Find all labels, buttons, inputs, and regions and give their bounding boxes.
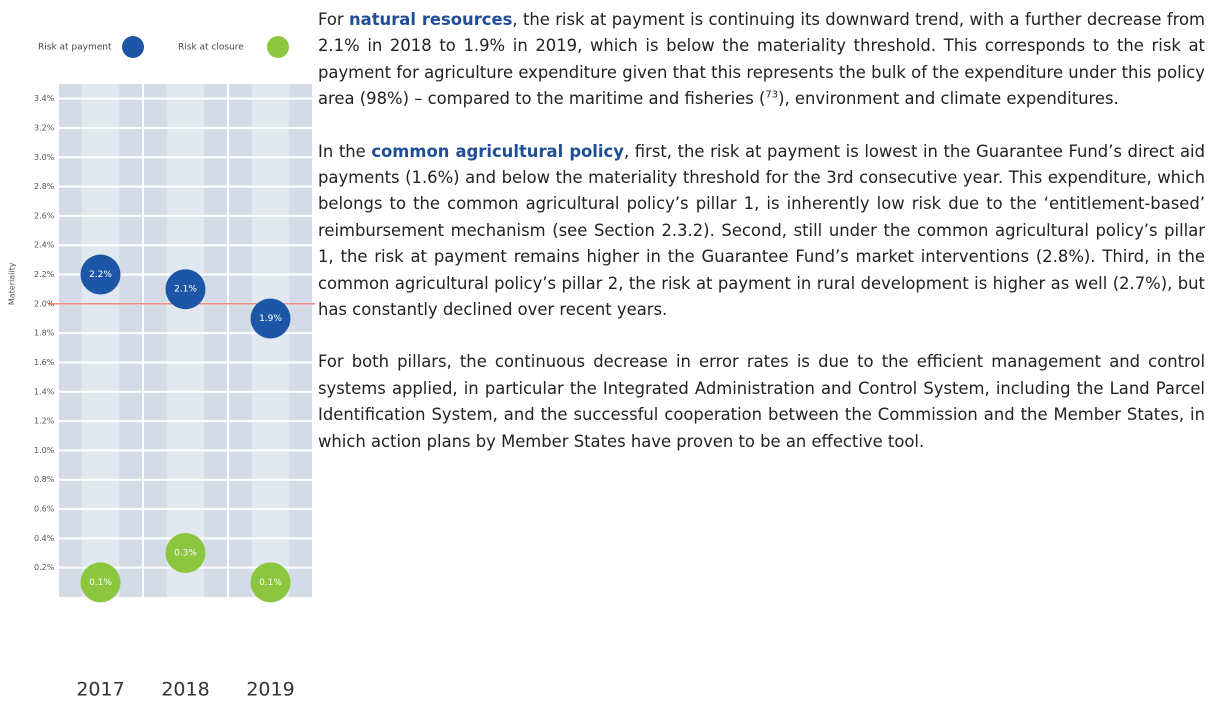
text: , the risk at payment is continuing its … <box>318 10 1205 109</box>
bubble <box>165 269 206 310</box>
x-tick-label: 2018 <box>161 679 209 701</box>
bubble-label: 0.1% <box>89 578 112 588</box>
paragraph: In the common agricultural policy, first… <box>318 139 1205 324</box>
bubble <box>250 298 291 339</box>
body-text: For natural resources, the risk at payme… <box>318 7 1205 707</box>
legend-label: Risk at payment <box>38 43 112 53</box>
y-tick-label: 3.2% <box>34 123 55 132</box>
bubble-label: 1.9% <box>259 314 282 324</box>
bubble <box>250 562 291 603</box>
highlight: natural resources <box>348 10 513 29</box>
y-tick-label: 3.4% <box>34 94 55 103</box>
legend-swatch <box>122 36 144 58</box>
y-tick-label: 1.0% <box>34 446 55 455</box>
text: , first, the risk at payment is lowest i… <box>318 141 1205 320</box>
y-tick-label: 2.4% <box>34 241 55 250</box>
text: For both pillars, the continuous decreas… <box>318 352 1205 451</box>
text: ), environment and climate expenditures. <box>778 89 1119 109</box>
y-tick-label: 0.2% <box>34 563 55 572</box>
bubble-label: 2.1% <box>174 285 197 295</box>
y-tick-label: 2.6% <box>34 211 55 220</box>
bubble <box>165 533 206 574</box>
y-tick-label: 1.8% <box>34 329 55 338</box>
text: In the <box>318 141 372 161</box>
bubble <box>80 562 121 603</box>
bubble-label: 0.1% <box>259 578 282 588</box>
y-tick-label: 0.6% <box>34 505 55 514</box>
y-tick-label: 2.0% <box>34 299 55 308</box>
y-tick-label: 2.2% <box>34 270 55 279</box>
y-tick-label: 1.4% <box>34 387 55 396</box>
x-tick-label: 2019 <box>246 679 294 701</box>
text: For <box>318 10 349 29</box>
threshold-label: Materiality <box>8 262 17 305</box>
bubble-label: 2.2% <box>89 270 112 280</box>
y-tick-label: 2.8% <box>34 182 55 191</box>
y-tick-label: 3.0% <box>34 153 55 162</box>
y-tick-label: 0.4% <box>34 534 55 543</box>
footnote-ref: 73 <box>765 89 779 101</box>
x-tick-label: 2017 <box>76 679 124 701</box>
legend-label: Risk at closure <box>178 43 244 53</box>
band-center <box>166 84 205 597</box>
band-center <box>81 84 120 597</box>
highlight: common agricultural policy <box>371 141 624 161</box>
y-tick-label: 0.8% <box>34 475 55 484</box>
legend-swatch <box>267 36 289 58</box>
paragraph: For natural resources, the risk at payme… <box>318 7 1205 113</box>
chart: 0.2% 0.4% 0.6% 0.8% 1.0% 1.2% 1.4% 1.6% 1.8% 2.0%… <box>8 36 315 701</box>
paragraph: For both pillars, the continuous decreas… <box>318 349 1205 455</box>
bubble-label: 0.3% <box>174 549 197 559</box>
y-tick-label: 1.2% <box>34 417 55 426</box>
y-tick-label: 1.6% <box>34 358 55 367</box>
band-center <box>251 84 290 597</box>
bubble <box>80 254 121 295</box>
